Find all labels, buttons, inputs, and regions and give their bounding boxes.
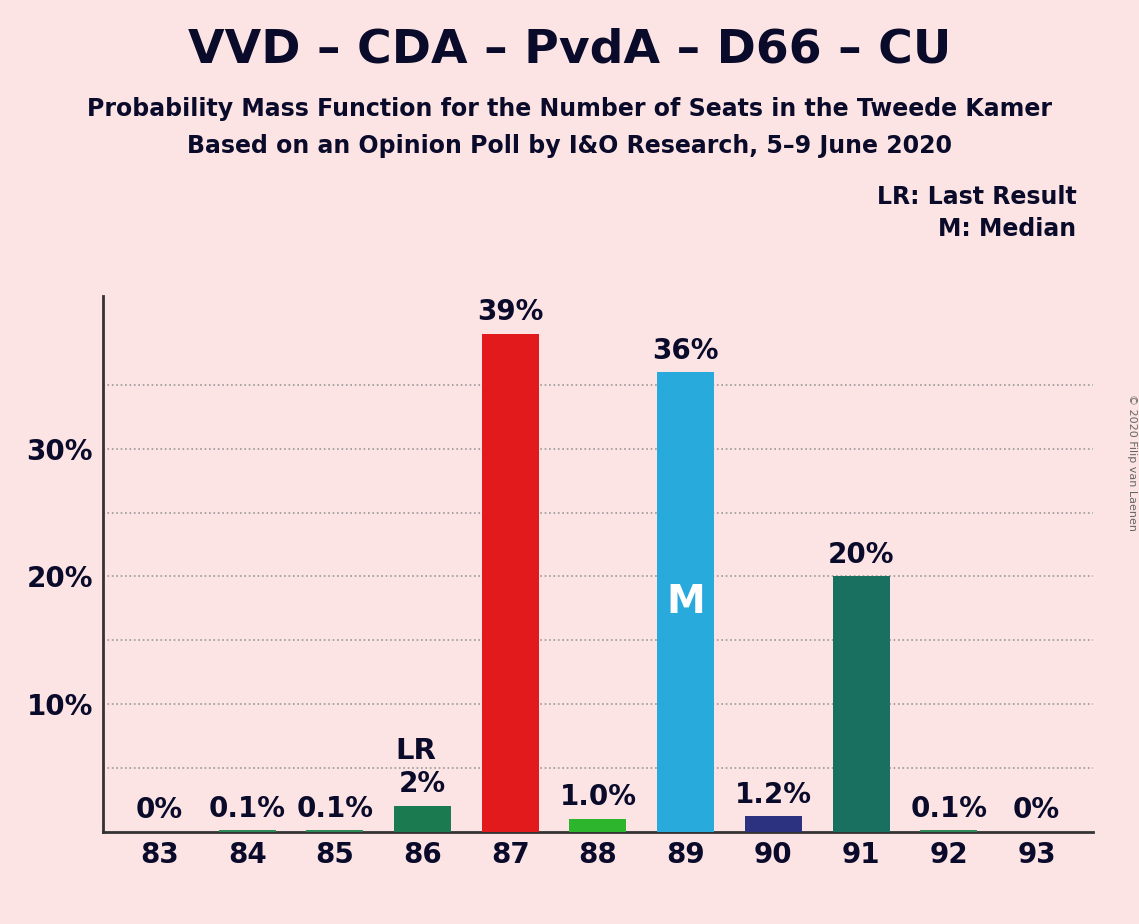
Text: LR: Last Result: LR: Last Result [877, 185, 1076, 209]
Text: LR: LR [395, 737, 436, 765]
Bar [570, 819, 626, 832]
Bar [306, 831, 363, 832]
Text: 39%: 39% [477, 298, 543, 326]
Text: 36%: 36% [653, 336, 719, 365]
Bar [920, 831, 977, 832]
Text: M: Median: M: Median [939, 217, 1076, 241]
Text: 1.0%: 1.0% [559, 784, 637, 811]
Text: 1.2%: 1.2% [735, 781, 812, 808]
Text: 0%: 0% [1013, 796, 1060, 824]
Text: 0%: 0% [136, 796, 183, 824]
Bar [657, 372, 714, 832]
Text: 0.1%: 0.1% [910, 795, 988, 822]
Text: M: M [666, 583, 705, 621]
Bar [219, 831, 276, 832]
Bar [745, 816, 802, 832]
Text: 0.1%: 0.1% [208, 795, 286, 822]
Text: Probability Mass Function for the Number of Seats in the Tweede Kamer: Probability Mass Function for the Number… [87, 97, 1052, 121]
Bar [394, 806, 451, 832]
Text: VVD – CDA – PvdA – D66 – CU: VVD – CDA – PvdA – D66 – CU [188, 28, 951, 73]
Text: © 2020 Filip van Laenen: © 2020 Filip van Laenen [1126, 394, 1137, 530]
Text: Based on an Opinion Poll by I&O Research, 5–9 June 2020: Based on an Opinion Poll by I&O Research… [187, 134, 952, 158]
Bar [833, 577, 890, 832]
Text: 2%: 2% [399, 771, 446, 798]
Bar [482, 334, 539, 832]
Text: 0.1%: 0.1% [296, 795, 374, 822]
Text: 20%: 20% [828, 541, 894, 569]
